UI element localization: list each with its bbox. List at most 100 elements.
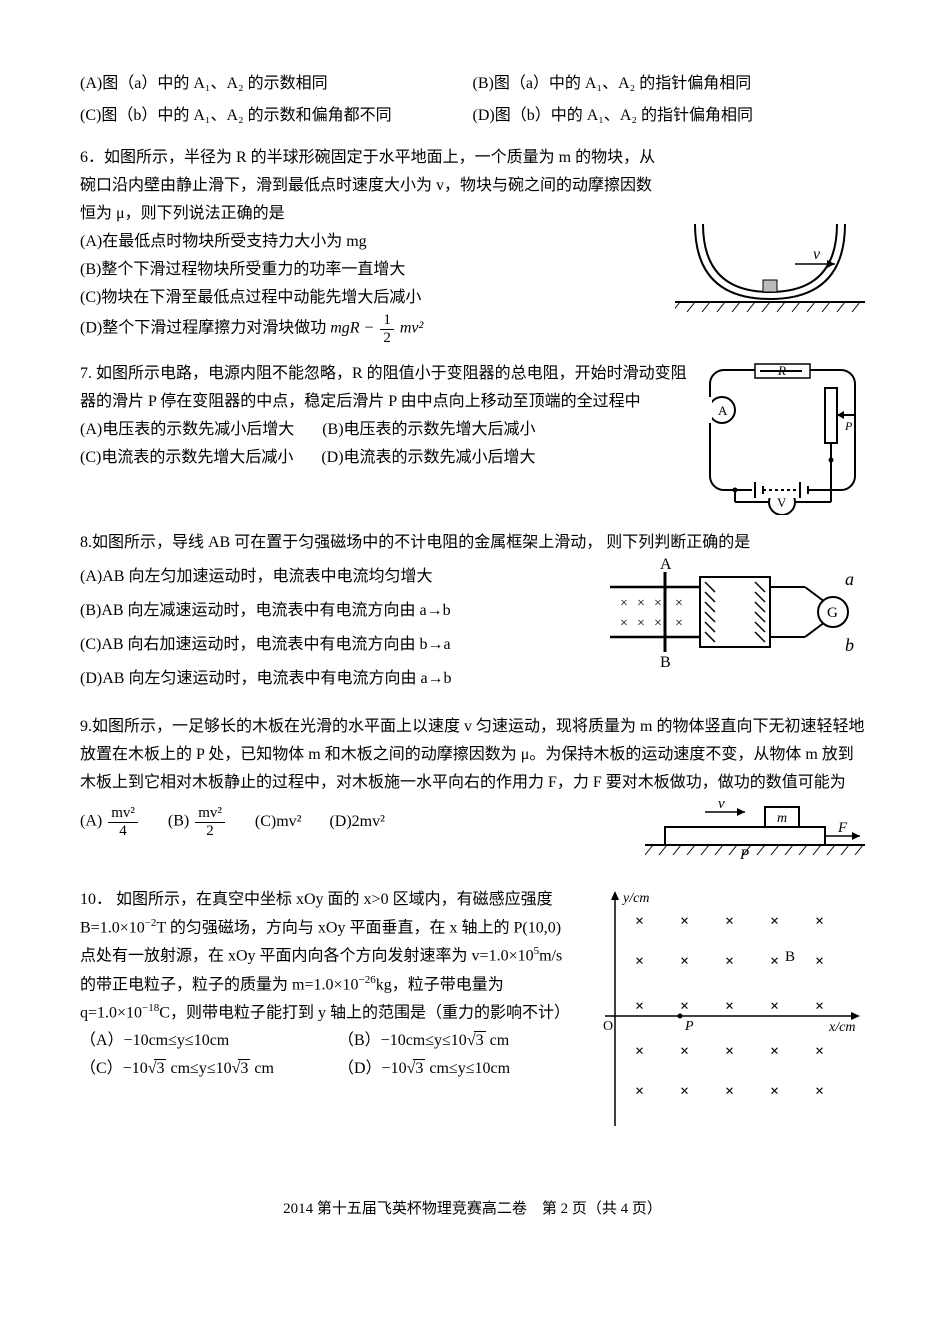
svg-text:×: ×	[770, 913, 779, 930]
svg-text:×: ×	[635, 913, 644, 930]
q10-opt-b-sqrt: 3	[467, 1027, 486, 1055]
svg-text:×: ×	[815, 1043, 824, 1060]
svg-text:×: ×	[725, 953, 734, 970]
q7: 7. 如图所示电路，电源内阻不能忽略，R 的阻值小于变阻器的总电阻，开始时滑动变…	[80, 360, 865, 515]
q8-opt-b: (B)AB 向左减速运动时，电流表中有电流方向由 a→b	[80, 597, 593, 625]
q7-opts-row1: (A)电压表的示数先减小后增大 (B)电压表的示数先增大后减小	[80, 416, 688, 444]
q10-exp3: −26	[359, 974, 376, 986]
q10-opt-c-rad1: 3	[154, 1059, 166, 1077]
svg-text:×: ×	[770, 1043, 779, 1060]
svg-text:×: ×	[637, 616, 645, 631]
q10-fig-ylabel: y/cm	[621, 891, 649, 906]
q5-options-row-1: (A)图（a）中的 A₁、A₂ 的示数相同 (B)图（a）中的 A₁、A₂ 的指…	[80, 70, 865, 98]
q6-opt-b: (B)整个下滑过程物块所受重力的功率一直增大	[80, 256, 663, 284]
q9-opt-a-pre: (A)	[80, 813, 102, 830]
q9-opt-a-frac: mv² 4	[108, 805, 138, 839]
q9-opt-d: (D)2mv²	[329, 808, 384, 836]
q5-opt-c: (C)图（b）中的 A₁、A₂ 的示数和偏角都不同	[80, 102, 473, 130]
q7-figure: R A P V	[700, 360, 865, 515]
svg-text:×: ×	[815, 913, 824, 930]
svg-text:×: ×	[770, 1083, 779, 1100]
svg-text:×: ×	[675, 616, 683, 631]
q10-opt-d-rad: 3	[413, 1059, 425, 1077]
q10-opt-c-rad2: 3	[238, 1059, 250, 1077]
q10-fig-P: P	[684, 1019, 694, 1034]
svg-text:×: ×	[637, 596, 645, 611]
q10-opt-b-rad: 3	[474, 1031, 486, 1049]
q10-exp1: −2	[145, 917, 157, 929]
q6-figure: v	[675, 204, 865, 344]
svg-text:×: ×	[815, 998, 824, 1015]
q10-exp4: −18	[142, 1002, 159, 1014]
q7-opt-a: (A)电压表的示数先减小后增大	[80, 416, 294, 444]
q6-opt-d-num: 1	[380, 312, 394, 330]
q6-fig-v: v	[813, 246, 821, 263]
q10-opt-c-post: cm	[250, 1060, 274, 1077]
q6-opt-d-pre: (D)整个下滑过程摩擦力对滑块做功	[80, 320, 330, 337]
svg-text:×: ×	[635, 998, 644, 1015]
q8-fig-A: A	[660, 557, 672, 573]
q7-text: 7. 如图所示电路，电源内阻不能忽略，R 的阻值小于变阻器的总电阻，开始时滑动变…	[80, 360, 700, 472]
q9-opt-b-den: 2	[195, 823, 225, 840]
svg-text:×: ×	[680, 1043, 689, 1060]
svg-text:×: ×	[620, 596, 628, 611]
svg-text:×: ×	[680, 913, 689, 930]
q6-opt-d-den: 2	[380, 330, 394, 347]
q8-stem: 8.如图所示，导线 AB 可在置于匀强磁场中的不计电阻的金属框架上滑动， 则下列…	[80, 529, 865, 557]
q10-figure: y/cm x/cm O P B ××××× ××××× ××××× ××××× …	[585, 886, 865, 1136]
q9-fig-v: v	[718, 797, 725, 812]
q6-opt-c: (C)物块在下滑至最低点过程中动能先增大后减小	[80, 284, 663, 312]
q5-opt-d: (D)图（b）中的 A₁、A₂ 的指针偏角相同	[473, 102, 866, 130]
q10-opt-c: （C）−103 cm≤y≤103 cm	[80, 1055, 310, 1083]
q10-opt-c-mid: cm≤y≤10	[166, 1060, 231, 1077]
q6-opt-d-mgR: mgR −	[330, 320, 374, 337]
q9-opt-b-num: mv²	[195, 805, 225, 823]
q7-stem: 7. 如图所示电路，电源内阻不能忽略，R 的阻值小于变阻器的总电阻，开始时滑动变…	[80, 360, 688, 416]
q6-opt-d-frac: 1 2	[380, 312, 394, 346]
q10-opt-c-sqrt1: 3	[148, 1055, 167, 1083]
q9-options: (A) mv² 4 (B) mv² 2 (C)mv² (D)2mv²	[80, 797, 645, 839]
q9-figure: m v F P	[645, 797, 865, 872]
svg-text:×: ×	[654, 616, 662, 631]
q9-opt-b: (B) mv² 2	[168, 805, 227, 839]
q9: 9.如图所示，一足够长的木板在光滑的水平面上以速度 v 匀速运动，现将质量为 m…	[80, 713, 865, 872]
q6-opt-d: (D)整个下滑过程摩擦力对滑块做功 mgR − 1 2 mv²	[80, 312, 663, 346]
page-footer: 2014 第十五届飞英杯物理竞赛高二卷 第 2 页（共 4 页）	[80, 1196, 865, 1222]
q6-text: 6．如图所示，半径为 R 的半球形碗固定于水平地面上，一个质量为 m 的物块，从…	[80, 144, 675, 346]
svg-text:×: ×	[680, 998, 689, 1015]
q9-fig-m: m	[777, 811, 787, 826]
svg-text:×: ×	[654, 596, 662, 611]
q6-stem: 6．如图所示，半径为 R 的半球形碗固定于水平地面上，一个质量为 m 的物块，从…	[80, 144, 663, 228]
q9-opt-b-pre: (B)	[168, 813, 189, 830]
q10: 10． 如图所示，在真空中坐标 xOy 面的 x>0 区域内，有磁感应强度 B=…	[80, 886, 865, 1136]
q9-opt-a: (A) mv² 4	[80, 805, 140, 839]
q6-opt-d-post: mv²	[400, 320, 423, 337]
q6: 6．如图所示，半径为 R 的半球形碗固定于水平地面上，一个质量为 m 的物块，从…	[80, 144, 865, 346]
q8-figure: A B ××× ××× ××	[605, 557, 865, 677]
svg-text:×: ×	[635, 1083, 644, 1100]
q10-opt-d-pre: （D）−10	[338, 1060, 407, 1077]
q7-opt-c: (C)电流表的示数先增大后减小	[80, 444, 293, 472]
svg-text:×: ×	[725, 1043, 734, 1060]
q8-opt-d: (D)AB 向左匀速运动时，电流表中有电流方向由 a→b	[80, 665, 593, 693]
svg-text:×: ×	[725, 998, 734, 1015]
q10-opts-row1: （A）−10cm≤y≤10cm （B）−10cm≤y≤103 cm	[80, 1027, 573, 1055]
q9-opt-b-frac: mv² 2	[195, 805, 225, 839]
q10-opt-b: （B）−10cm≤y≤103 cm	[338, 1027, 509, 1055]
q10-text: 10． 如图所示，在真空中坐标 xOy 面的 x>0 区域内，有磁感应强度 B=…	[80, 886, 585, 1083]
q10-opt-d-sqrt: 3	[407, 1055, 426, 1083]
svg-text:×: ×	[770, 998, 779, 1015]
q7-fig-P: P	[844, 419, 853, 433]
q10-fig-B: B	[785, 949, 795, 965]
q5-opt-a: (A)图（a）中的 A₁、A₂ 的示数相同	[80, 70, 473, 98]
svg-text:×: ×	[635, 953, 644, 970]
q9-opt-a-num: mv²	[108, 805, 138, 823]
q6-opt-a: (A)在最低点时物块所受支持力大小为 mg	[80, 228, 663, 256]
svg-text:×: ×	[635, 1043, 644, 1060]
svg-text:×: ×	[815, 1083, 824, 1100]
q9-opt-a-den: 4	[108, 823, 138, 840]
svg-text:×: ×	[725, 1083, 734, 1100]
svg-text:×: ×	[680, 953, 689, 970]
q7-opts-row2: (C)电流表的示数先增大后减小 (D)电流表的示数先减小后增大	[80, 444, 688, 472]
q10-opt-c-sqrt2: 3	[232, 1055, 251, 1083]
